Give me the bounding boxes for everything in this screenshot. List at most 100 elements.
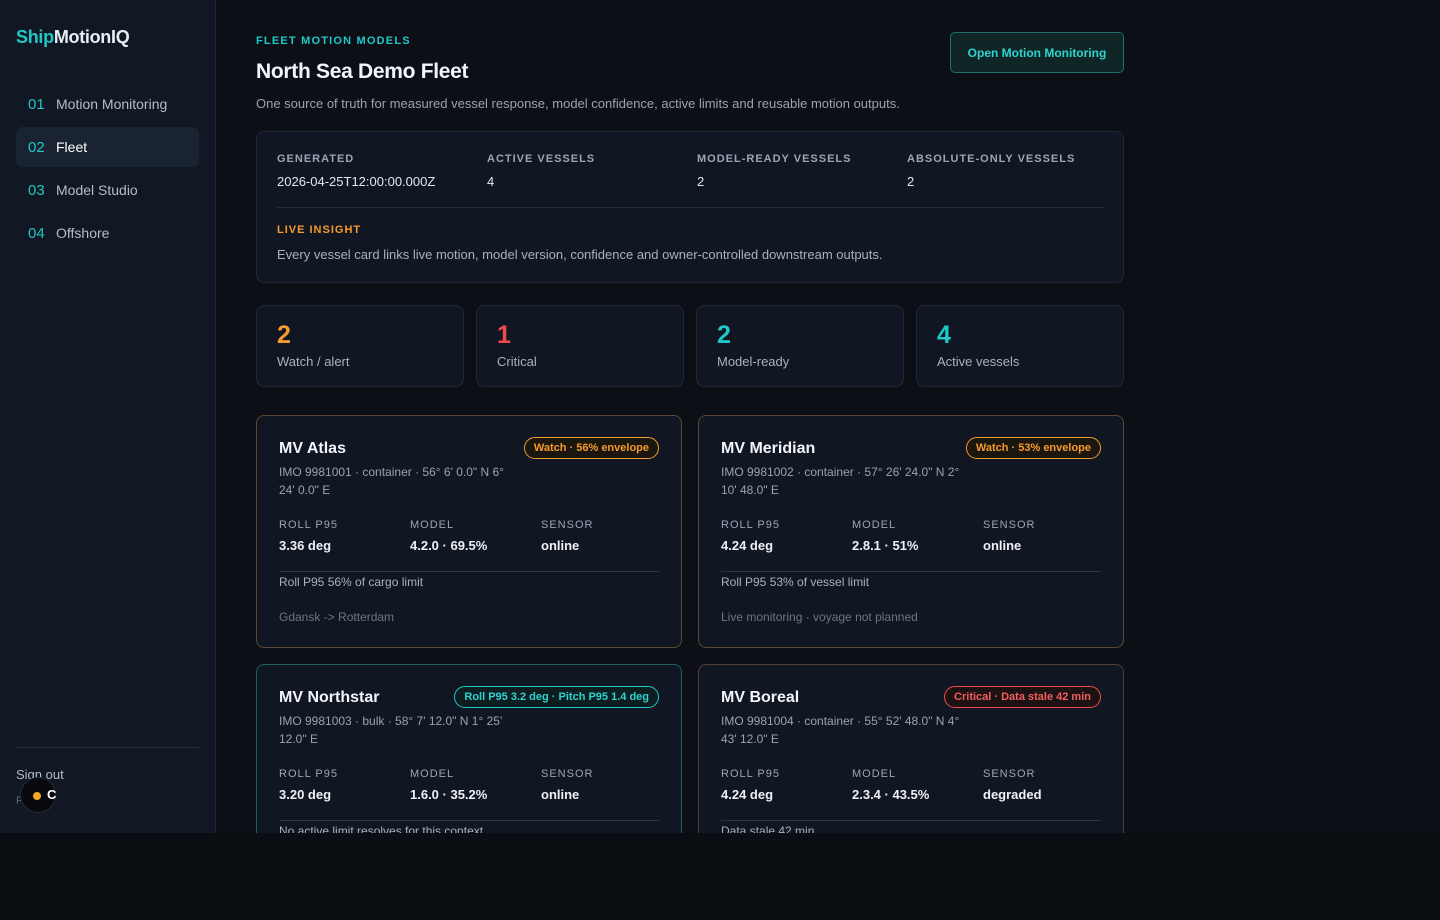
page-background-below (0, 833, 1440, 920)
metric-value: 3.36 deg (279, 538, 332, 553)
metric-label: SENSOR (983, 768, 1036, 780)
metric-sensor: SENSOR online (541, 519, 593, 553)
stat-number: 2 (717, 321, 731, 349)
summary-label: ACTIVE VESSELS (487, 153, 596, 165)
card-divider (279, 571, 659, 572)
metric-roll: ROLL P95 3.36 deg (279, 519, 338, 553)
summary-model-ready-vessels: MODEL-READY VESSELS 2 (697, 153, 897, 189)
metric-label: SENSOR (541, 519, 594, 531)
fleet-summary-panel: GENERATED 2026-04-25T12:00:00.000Z ACTIV… (256, 131, 1124, 283)
brand-logo[interactable]: ShipMotionIQ (16, 27, 130, 48)
metric-sensor: SENSOR online (541, 768, 593, 802)
card-divider (721, 820, 1101, 821)
metric-value: 2.8.1 · 51% (852, 538, 919, 553)
stat-card-critical[interactable]: 1 Critical (476, 305, 684, 387)
metric-value: 3.20 deg (279, 787, 332, 802)
sidebar-nav: 01 Motion Monitoring 02 Fleet 03 Model S… (16, 84, 199, 256)
metric-value: 1.6.0 · 35.2% (410, 787, 488, 802)
status-badge: Watch · 56% envelope (523, 437, 659, 459)
vessel-card-mv-atlas[interactable]: MV Atlas Watch · 56% envelope IMO 998100… (256, 415, 682, 648)
summary-active-vessels: ACTIVE VESSELS 4 (487, 153, 687, 189)
stat-card-active-vessels[interactable]: 4 Active vessels (916, 305, 1124, 387)
summary-generated: GENERATED 2026-04-25T12:00:00.000Z (277, 153, 477, 189)
vessel-name: MV Boreal (721, 689, 800, 706)
metric-value: online (983, 538, 1022, 553)
vessel-card-mv-meridian[interactable]: MV Meridian Watch · 53% envelope IMO 998… (698, 415, 1124, 648)
metric-model: MODEL 4.2.0 · 69.5% (410, 519, 487, 553)
nav-label: Fleet (56, 139, 88, 155)
summary-label: MODEL-READY VESSELS (697, 153, 852, 165)
app-window: ShipMotionIQ 01 Motion Monitoring 02 Fle… (0, 0, 1124, 833)
summary-divider (277, 207, 1104, 208)
sidebar: ShipMotionIQ 01 Motion Monitoring 02 Fle… (0, 0, 216, 833)
vessel-name: MV Atlas (279, 440, 346, 457)
stat-label: Active vessels (937, 354, 1020, 369)
limit-note: Roll P95 53% of vessel limit (721, 575, 870, 589)
stat-label: Watch / alert (277, 354, 350, 369)
stat-card-watch-alert[interactable]: 2 Watch / alert (256, 305, 464, 387)
metric-label: ROLL P95 (721, 519, 780, 531)
limit-note: Data stale 42 min (721, 824, 815, 833)
sidebar-item-model-studio[interactable]: 03 Model Studio (16, 170, 199, 210)
sidebar-item-motion-monitoring[interactable]: 01 Motion Monitoring (16, 84, 199, 124)
brand-part-ship: Ship (16, 27, 54, 47)
card-divider (279, 820, 659, 821)
nav-number: 02 (28, 138, 45, 156)
metric-label: SENSOR (541, 768, 594, 780)
stat-cards: 2 Watch / alert 1 Critical 2 Model-ready… (256, 305, 1124, 387)
vessel-card-mv-northstar[interactable]: MV Northstar Roll P95 3.2 deg · Pitch P9… (256, 664, 682, 833)
live-insight-label: LIVE INSIGHT (277, 224, 362, 236)
summary-value: 2026-04-25T12:00:00.000Z (277, 174, 436, 189)
metric-label: MODEL (410, 519, 455, 531)
metric-value: 4.24 deg (721, 787, 774, 802)
sign-out-link[interactable]: Sign out (16, 767, 64, 782)
vessel-name: MV Meridian (721, 440, 816, 457)
vessel-meta: IMO 9981003 · bulk · 58° 7' 12.0" N 1° 2… (279, 714, 503, 746)
stat-number: 4 (937, 321, 951, 349)
status-badge: Watch · 53% envelope (965, 437, 1101, 459)
metric-roll: ROLL P95 3.20 deg (279, 768, 338, 802)
metric-value: 2.3.4 · 43.5% (852, 787, 930, 802)
metric-label: MODEL (410, 768, 455, 780)
status-badge: Roll P95 3.2 deg · Pitch P95 1.4 deg (454, 686, 659, 708)
metric-model: MODEL 1.6.0 · 35.2% (410, 768, 487, 802)
status-badge: Critical · Data stale 42 min (944, 686, 1101, 708)
vessel-card-mv-boreal[interactable]: MV Boreal Critical · Data stale 42 min I… (698, 664, 1124, 833)
stat-number: 1 (497, 321, 511, 349)
metric-label: SENSOR (983, 519, 1036, 531)
limit-note: Roll P95 56% of cargo limit (279, 575, 424, 589)
summary-value: 2 (697, 174, 705, 189)
page-title: North Sea Demo Fleet (256, 60, 469, 83)
metric-roll: ROLL P95 4.24 deg (721, 519, 780, 553)
nav-label: Offshore (56, 225, 110, 241)
card-divider (721, 571, 1101, 572)
vessel-meta: IMO 9981002 · container · 57° 26' 24.0" … (721, 465, 960, 497)
floating-assistant-button[interactable]: C (20, 777, 56, 813)
stat-card-model-ready[interactable]: 2 Model-ready (696, 305, 904, 387)
voyage-route: Live monitoring · voyage not planned (721, 610, 918, 624)
summary-label: GENERATED (277, 153, 355, 165)
voyage-route: Gdansk -> Rotterdam (279, 610, 395, 624)
metric-roll: ROLL P95 4.24 deg (721, 768, 780, 802)
open-motion-monitoring-button[interactable]: Open Motion Monitoring (950, 32, 1124, 73)
metric-label: ROLL P95 (279, 768, 338, 780)
limit-note: No active limit resolves for this contex… (279, 824, 484, 833)
vessel-meta: IMO 9981004 · container · 55° 52' 48.0" … (721, 714, 960, 746)
status-dot-icon (33, 792, 41, 800)
summary-value: 2 (907, 174, 915, 189)
floating-button-letter: C (47, 787, 57, 802)
sidebar-item-offshore[interactable]: 04 Offshore (16, 213, 199, 253)
metric-label: MODEL (852, 519, 897, 531)
summary-absolute-only-vessels: ABSOLUTE-ONLY VESSELS 2 (907, 153, 1107, 189)
sidebar-item-fleet[interactable]: 02 Fleet (16, 127, 199, 167)
brand-part-motioniq: MotionIQ (53, 27, 130, 47)
sidebar-divider (16, 747, 199, 748)
metric-model: MODEL 2.8.1 · 51% (852, 519, 919, 553)
vessel-name: MV Northstar (279, 689, 380, 706)
stat-label: Model-ready (717, 354, 790, 369)
metric-sensor: SENSOR degraded (983, 768, 1042, 802)
metric-value: degraded (983, 787, 1042, 802)
nav-label: Model Studio (56, 182, 138, 198)
metric-value: online (541, 787, 580, 802)
live-insight-text: Every vessel card links live motion, mod… (277, 247, 883, 262)
